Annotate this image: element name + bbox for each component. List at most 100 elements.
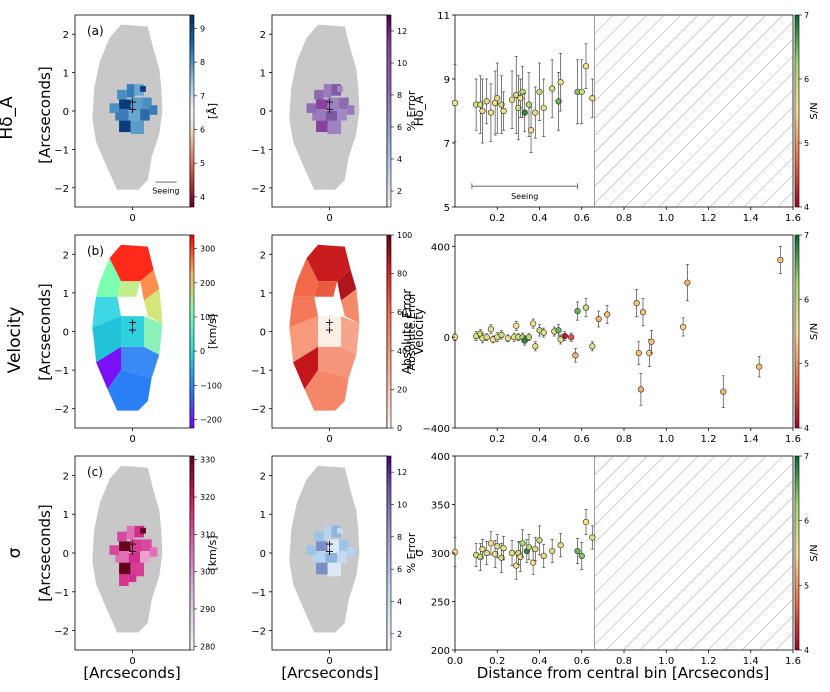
hda-profile-point-25 (578, 88, 585, 95)
velocity-map-bin-6 (121, 316, 144, 347)
scatter-xlabel: Distance from central bin [Arcseconds] (477, 664, 770, 682)
hda-map-panel-letter: (a) (87, 24, 104, 38)
hda-profile-ylabel: Hδ_A (412, 95, 426, 126)
sigma-map-cbar-title: [km/s] (206, 535, 219, 570)
hda-error-map-bin-3 (337, 86, 343, 92)
hda-error-map-ytick-label: 2 (260, 30, 266, 41)
sigma-profile-point-2 (477, 553, 484, 560)
sigma-map-bin-12 (109, 545, 120, 555)
hda-error-map-bin-4 (316, 99, 328, 110)
sigma-error-map-bin-3 (337, 527, 343, 534)
hda-profile-ytick-label: 7 (444, 139, 450, 150)
velocity-error-map-bin-8 (289, 316, 318, 363)
hda-error-map-bin-2 (331, 84, 341, 96)
velocity-error-map-xtick-label: 0 (326, 434, 332, 445)
velocity-profile-sn-tick-label: 4 (804, 424, 809, 433)
hda-profile-point-18 (532, 109, 539, 116)
hda-profile-xtick-label: 0.2 (489, 213, 505, 224)
velocity-error-map-colorbar (386, 234, 392, 429)
sigma-profile-point-23 (574, 547, 581, 555)
velocity-profile-point-31 (633, 300, 640, 307)
hda-profile-point-5 (487, 109, 495, 116)
sigma-map: ++2 1 0 −1 −2 0 (c) 280 290 300 310 320 330 [km/s] (54, 455, 219, 667)
row-label-velocity: Velocity (5, 307, 25, 374)
hda-map-cbar-label: 5 (200, 159, 205, 168)
velocity-map-cbar-label: 0 (200, 347, 205, 356)
velocity-map-cbar-label: 200 (200, 279, 215, 288)
sigma-profile-ytick-label: 200 (431, 646, 450, 657)
sigma-profile-point-11 (513, 562, 520, 569)
hda-error-map-bin-11 (327, 120, 341, 135)
hda-error-map-cbar-label: 12 (397, 27, 407, 36)
hda-profile-point-3 (479, 107, 486, 115)
hda-map-center-marker-0: + (128, 95, 137, 108)
hda-error-map-bin-13 (346, 105, 355, 115)
hda-profile-point-16 (525, 101, 533, 108)
sigma-profile-point-6 (492, 550, 499, 558)
velocity-profile-point-5 (487, 326, 495, 333)
hda-map-cbar-title: [Å] (206, 103, 219, 119)
hda-profile-point-23 (557, 79, 564, 86)
hda-map-ytick-label: 1 (63, 69, 69, 80)
hda-profile-point-19 (536, 88, 543, 95)
velocity-error-map-cbar-label: 60 (397, 308, 407, 317)
velocity-profile-point-40 (756, 363, 763, 370)
velocity-profile-xtick-label: 0.6 (574, 434, 590, 445)
velocity-map: ++2 1 0 −1 −2 0 (b) −200 −100 0 100 200 300 [km/s] (54, 234, 222, 445)
velocity-profile-ytick-label: 0 (444, 333, 450, 344)
hda-error-map-cbar-label: 10 (397, 59, 407, 68)
hda-map: ++2 1 0 −1 −2 0 (a) Seeing 4 5 6 7 8 9 [Å] (54, 14, 219, 224)
velocity-profile-point-30 (603, 311, 611, 318)
sigma-profile-point-8 (498, 554, 505, 561)
velocity-map-ytick-label: 0 (63, 328, 69, 339)
velocity-profile-point-27 (582, 304, 590, 311)
sigma-error-map-cbar-label: 12 (397, 468, 407, 477)
velocity-profile-point-37 (680, 323, 687, 331)
hda-error-map-bin-9 (337, 109, 347, 121)
velocity-profile-sn-tick-label: 6 (804, 295, 809, 304)
hda-map-bin-13 (149, 105, 158, 115)
sigma-profile-point-26 (589, 534, 596, 541)
sigma-map-cbar-label: 300 (200, 568, 215, 577)
sigma-map-colorbar (189, 455, 195, 651)
velocity-profile-sn-tick-label: 7 (804, 231, 809, 240)
sigma-map-ytick-label: −2 (54, 627, 69, 638)
hda-profile-point-20 (540, 104, 547, 111)
hda-profile-point-13 (517, 95, 524, 102)
velocity-map-ytick-label: 1 (63, 289, 69, 300)
velocity-profile-point-32 (635, 349, 642, 357)
row-label-sigma: σ (5, 547, 25, 558)
velocity-map-xtick-label: 0 (129, 434, 135, 445)
hda-profile-sn-colorbar (794, 14, 800, 208)
sigma-profile-point-21 (549, 547, 556, 555)
sigma-map-bin-5 (130, 539, 143, 553)
velocity-profile-point-4 (483, 334, 490, 341)
sigma-profile-ytick-label: 400 (431, 452, 450, 463)
hda-error-map-bin-0 (314, 89, 324, 100)
velocity-profile-xtick-label: 1.2 (701, 434, 717, 445)
hda-profile-ytick-label: 11 (437, 11, 450, 22)
velocity-error-map-bin-4 (341, 289, 360, 324)
hda-profile-point-21 (549, 85, 556, 92)
sigma-error-map-ytick-label: 1 (260, 510, 266, 521)
hda-profile-point-22 (555, 98, 562, 105)
velocity-map-center-marker-0: + (128, 316, 137, 329)
velocity-profile-point-36 (648, 338, 655, 345)
hda-map-bin-9 (140, 109, 150, 121)
velocity-profile-xtick-label: 0.8 (616, 434, 632, 445)
sigma-map-bin-ext-1 (128, 574, 137, 583)
hda-error-map-cbar-label: 4 (397, 155, 402, 164)
sigma-profile-sn-tick-label: 4 (804, 646, 809, 655)
hda-profile-point-4 (483, 98, 490, 105)
velocity-error-map-bin-1 (293, 258, 318, 297)
sigma-profile-point-19 (536, 537, 543, 544)
sigma-map-bin-8 (128, 553, 141, 565)
hda-map-bin-1 (126, 84, 135, 98)
velocity-error-map-bin-10 (318, 346, 357, 378)
hda-profile-sn-tick-label: 6 (804, 75, 809, 84)
sigma-map-cbar-label: 330 (200, 456, 215, 465)
sigma-map-bin-2 (134, 525, 144, 538)
velocity-profile-point-39 (720, 388, 727, 395)
velocity-error-map-bin-2 (314, 281, 338, 297)
